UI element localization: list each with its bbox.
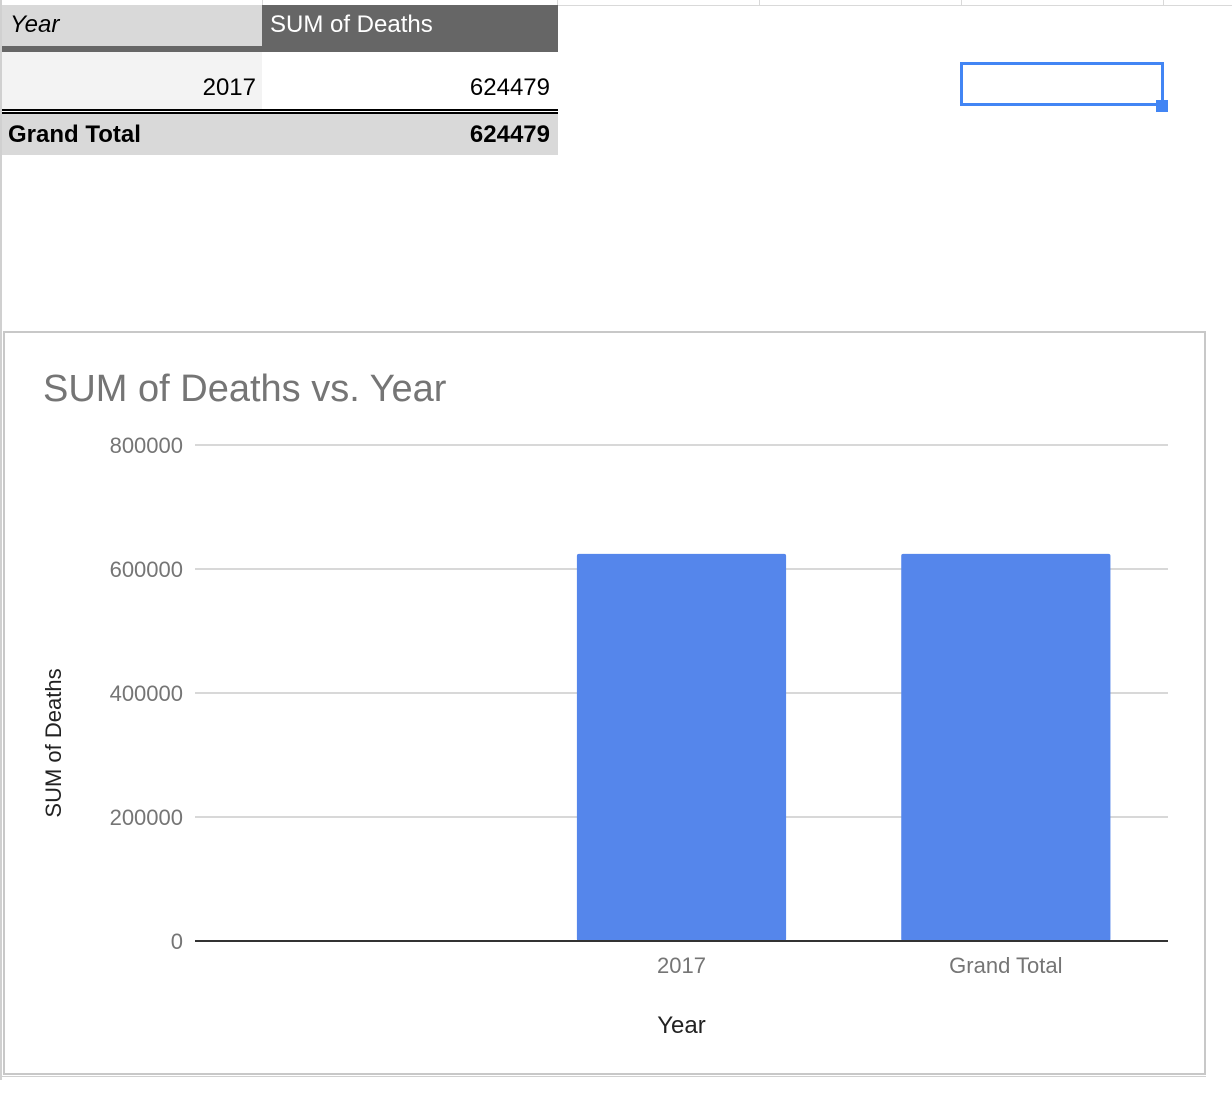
y-tick-label: 400000 (110, 681, 183, 706)
bars (576, 553, 1111, 941)
column-header-border (0, 0, 1232, 6)
pivot-total-divider (2, 109, 558, 114)
pivot-total-row: Grand Total 624479 (2, 114, 558, 155)
y-tick-label: 200000 (110, 805, 183, 830)
pivot-table: Year SUM of Deaths 2017 624479 Grand Tot… (2, 5, 558, 155)
y-tick-label: 0 (171, 929, 183, 954)
pivot-header-divider (2, 46, 558, 52)
row-gridline (0, 0, 2, 1080)
x-axis-ticks: 2017 Grand Total (657, 953, 1062, 978)
chart-svg: SUM of Deaths vs. Year 0 200000 400000 6000… (41, 368, 1168, 1039)
y-axis-ticks: 0 200000 400000 600000 800000 (110, 433, 183, 954)
pivot-cell-sum[interactable]: 624479 (262, 52, 558, 109)
bar-chart[interactable]: SUM of Deaths vs. Year 0 200000 400000 6000… (3, 331, 1206, 1075)
x-tick-label: Grand Total (949, 953, 1062, 978)
selected-cell[interactable] (960, 62, 1164, 106)
column-gridline (557, 0, 558, 5)
pivot-total-sum[interactable]: 624479 (469, 121, 550, 148)
y-tick-label: 800000 (110, 433, 183, 458)
column-gridline (759, 0, 760, 5)
column-gridline (262, 0, 263, 5)
y-tick-label: 600000 (110, 557, 183, 582)
pivot-cell-year[interactable]: 2017 (2, 52, 262, 109)
pivot-total-label[interactable]: Grand Total (8, 121, 141, 148)
bar-2017[interactable] (576, 553, 787, 941)
column-gridline (961, 0, 962, 5)
chart-title: SUM of Deaths vs. Year (43, 368, 447, 410)
pivot-header-row: Year SUM of Deaths (2, 5, 558, 46)
fill-handle[interactable] (1156, 100, 1168, 112)
y-axis-label: SUM of Deaths (41, 668, 66, 817)
pivot-header-year[interactable]: Year (2, 5, 262, 46)
pivot-header-sum[interactable]: SUM of Deaths (262, 5, 558, 46)
bar-grand-total[interactable] (901, 553, 1111, 941)
pivot-data-row: 2017 624479 (2, 52, 558, 109)
column-gridline (1163, 0, 1164, 5)
x-axis-label: Year (657, 1012, 706, 1039)
x-tick-label: 2017 (657, 953, 706, 978)
row-gridline (0, 1076, 1206, 1077)
